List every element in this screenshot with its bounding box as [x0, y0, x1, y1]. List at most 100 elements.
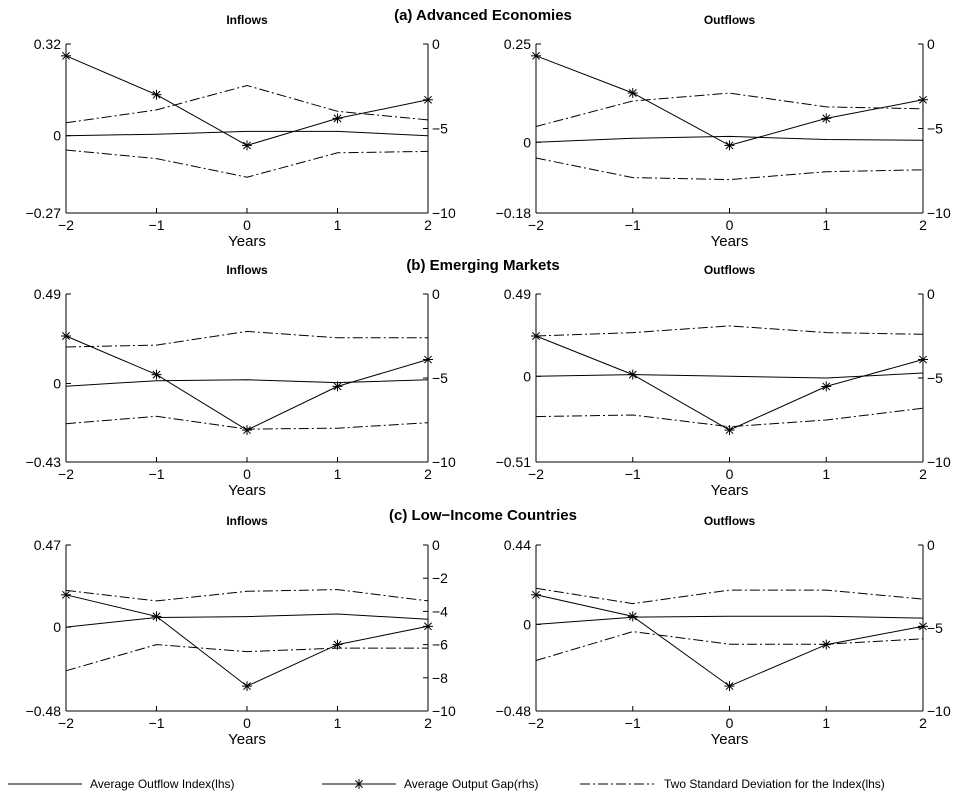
panel-5-outflow-index-line: [65, 613, 429, 628]
panel-6-rtick-label-1: −5: [927, 620, 943, 636]
row-title-2: (b) Emerging Markets: [406, 257, 559, 274]
panel-3-ltick-label-0: 0.49: [34, 286, 61, 302]
panel-5-ltick-label-1: 0: [53, 619, 61, 635]
panel-5-rtick-label-4: −8: [432, 670, 448, 686]
panel-3-ltick-label-1: 0: [53, 375, 61, 391]
panel-2-xtick-label-1: −1: [625, 217, 641, 233]
panel-6-title: Outflows: [704, 514, 756, 528]
panel-1-xlabel: Years: [228, 233, 266, 250]
panel-4-rtick-label-1: −5: [927, 370, 943, 386]
panel-2-output-gap-marker-1: [627, 88, 638, 99]
panel-3-std-upper-line: [65, 330, 428, 348]
panel-2-ltick-label-1: 0: [523, 134, 531, 150]
row-title-3: (c) Low−Income Countries: [389, 507, 577, 524]
panel-4-output-gap-marker-1: [627, 369, 638, 380]
panel-4-outflow-index-line: [535, 372, 924, 379]
legend-outflow-label: Average Outflow Index(lhs): [90, 777, 235, 791]
panel-3-std-lower-line: [65, 415, 429, 430]
panel-6-outflow-index-line: [535, 615, 924, 625]
panel-6-xtick-label-4: 2: [919, 715, 927, 731]
panel-3-xlabel: Years: [228, 482, 266, 499]
panel-1-std-upper-line: [65, 84, 429, 124]
panel-6-xtick-label-1: −1: [625, 715, 641, 731]
legend-output-gap-label: Average Output Gap(rhs): [404, 777, 539, 791]
panel-1-output-gap-marker-1: [151, 89, 162, 100]
panel-4-ltick-label-2: −0.51: [496, 454, 532, 470]
panel-3-output-gap-marker-0: [61, 331, 71, 341]
panel-5-xtick-label-2: 0: [243, 715, 251, 731]
panel-5-xtick-label-0: −2: [58, 715, 74, 731]
panel-1-title: Inflows: [226, 13, 268, 27]
panel-6-std-upper-line: [535, 587, 924, 605]
panel-3-output-gap-marker-3: [332, 381, 343, 392]
panel-3-xtick-label-4: 2: [424, 466, 432, 482]
panel-5-output-gap-marker-1: [151, 611, 162, 622]
panel-5-xtick-label-1: −1: [149, 715, 165, 731]
panel-1-ltick-label-2: −0.27: [26, 205, 62, 221]
panel-3-ltick-label-2: −0.43: [26, 454, 62, 470]
panel-3-xtick-label-1: −1: [149, 466, 165, 482]
panel-2-outflow-index-line: [535, 135, 924, 143]
panel-5-xtick-label-3: 1: [334, 715, 342, 731]
panel-3-xtick-label-0: −2: [58, 466, 74, 482]
panel-6-std-lower-line: [535, 631, 924, 661]
panel-5-xtick-label-4: 2: [424, 715, 432, 731]
panel-6-xtick-label-3: 1: [822, 715, 830, 731]
panel-1-outflow-index-line: [65, 130, 429, 137]
panel-1-rtick-label-0: 0: [432, 36, 440, 52]
panel-2-output-gap-marker-3: [821, 113, 832, 124]
panel-3-xtick-label-2: 0: [243, 466, 251, 482]
panel-2-std-lower-line: [535, 157, 924, 181]
panel-5-output-gap-marker-4: [423, 621, 433, 632]
panel-6-ltick-label-2: −0.48: [496, 703, 532, 719]
panel-1-output-gap-marker-4: [423, 94, 433, 105]
panel-4-ltick-label-1: 0: [523, 368, 531, 384]
panel-3-xtick-label-3: 1: [334, 466, 342, 482]
panel-2-title: Outflows: [704, 13, 756, 27]
panel-6-rtick-label-0: 0: [927, 537, 935, 553]
panel-5-xlabel: Years: [228, 731, 266, 748]
panel-1-ltick-label-1: 0: [53, 128, 61, 144]
panel-2-output-gap-marker-0: [531, 50, 541, 61]
panel-2-xtick-label-0: −2: [528, 217, 544, 233]
panel-3-outflow-index-line: [65, 379, 429, 387]
panel-5-ltick-label-2: −0.48: [26, 703, 62, 719]
panel-1-xtick-label-1: −1: [149, 217, 165, 233]
panel-6-xlabel: Years: [711, 731, 749, 748]
panel-4-std-lower-line: [535, 407, 924, 428]
panel-1-xtick-label-4: 2: [424, 217, 432, 233]
panel-2-ltick-label-2: −0.18: [496, 205, 532, 221]
panel-1-xtick-label-2: 0: [243, 217, 251, 233]
panel-4-output-gap-marker-3: [821, 381, 832, 392]
panel-1-output-gap-marker-3: [332, 113, 343, 124]
panel-1-rtick-label-2: −10: [432, 205, 456, 221]
panel-6-ltick-label-0: 0.44: [504, 537, 531, 553]
legend-std-label: Two Standard Deviation for the Index(lhs…: [664, 777, 885, 791]
panel-2-std-upper-line: [535, 92, 924, 127]
panel-1-std-lower-line: [65, 149, 429, 178]
panel-4-xtick-label-1: −1: [625, 466, 641, 482]
panel-2-xtick-label-3: 1: [822, 217, 830, 233]
panel-2-xlabel: Years: [711, 233, 749, 250]
panel-4-xtick-label-2: 0: [726, 466, 734, 482]
panel-4-title: Outflows: [704, 263, 756, 277]
panel-2-xtick-label-4: 2: [919, 217, 927, 233]
panel-1-output-gap-line: [65, 55, 429, 146]
panel-5-output-gap-line: [65, 594, 429, 687]
panel-1-xtick-label-0: −2: [58, 217, 74, 233]
panel-5-title: Inflows: [226, 514, 268, 528]
panel-5-rtick-label-5: −10: [432, 703, 456, 719]
panel-5-std-upper-line: [65, 589, 429, 602]
panel-1-xtick-label-3: 1: [334, 217, 342, 233]
panel-3-output-gap-marker-4: [423, 354, 433, 365]
panel-4-rtick-label-0: 0: [927, 286, 935, 302]
panel-4-xtick-label-0: −2: [528, 466, 544, 482]
panel-4-xlabel: Years: [711, 482, 749, 499]
panel-2-output-gap-line: [535, 55, 924, 146]
panel-1-output-gap-marker-2: [242, 140, 252, 151]
panel-5-rtick-label-2: −4: [432, 603, 448, 619]
panel-5-ltick-label-0: 0.47: [34, 537, 61, 553]
panel-4-rtick-label-2: −10: [927, 454, 951, 470]
